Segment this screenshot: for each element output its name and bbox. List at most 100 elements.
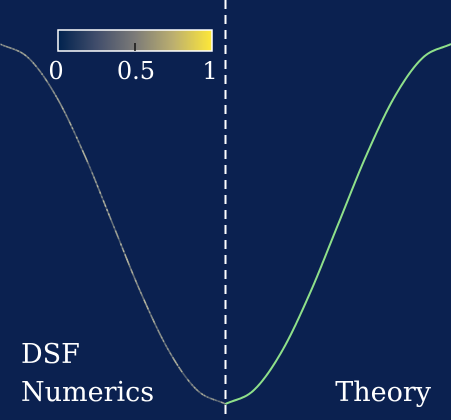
numerics-segment [23, 53, 26, 56]
numerics-segment [141, 295, 144, 299]
numerics-segment [43, 76, 46, 79]
numerics-segment [124, 253, 127, 257]
numerics-segment [189, 381, 192, 384]
numerics-segment [50, 87, 53, 90]
numerics-segment [108, 215, 111, 218]
numerics-segment [176, 363, 179, 366]
numerics-segment [96, 184, 99, 188]
numerics-segment [131, 271, 134, 274]
numerics-segment [146, 307, 150, 310]
numerics-segment [107, 212, 111, 216]
numerics-segment [192, 385, 195, 388]
numerics-segment [196, 389, 199, 392]
numerics-segment [59, 102, 62, 105]
numerics-segment [201, 393, 204, 396]
numerics-segment [70, 125, 73, 128]
numerics-segment [125, 256, 128, 259]
numerics-segment [179, 369, 182, 372]
numerics-segment [101, 197, 104, 201]
numerics-segment [28, 58, 31, 61]
numerics-segment [152, 320, 156, 323]
numerics-segment [168, 350, 171, 354]
numerics-series [0, 43, 226, 405]
numerics-segment [190, 382, 193, 385]
numerics-segment [27, 56, 30, 59]
numerics-segment [158, 332, 162, 336]
numerics-segment [112, 225, 116, 229]
numerics-segment [153, 322, 156, 325]
numerics-segment [187, 379, 190, 382]
numerics-segment [113, 227, 117, 231]
numerics-segment [142, 297, 145, 301]
numerics-segment [150, 314, 153, 318]
numerics-segment [133, 277, 137, 281]
numerics-segment [47, 82, 50, 85]
numerics-segment [91, 172, 94, 175]
numerics-segment [85, 159, 89, 163]
numerics-segment [92, 174, 95, 177]
numerics-segment [120, 245, 124, 249]
numerics-segment [144, 301, 147, 304]
numerics-segment [181, 371, 184, 374]
colorbar: 0 0.5 1 [48, 29, 218, 85]
numerics-segment [81, 149, 84, 153]
numerics-segment [22, 53, 25, 56]
numerics-segment [118, 238, 121, 242]
numerics-segment [72, 128, 75, 132]
numerics-segment [84, 155, 87, 159]
numerics-segment [97, 186, 100, 190]
numerics-segment [104, 204, 107, 208]
numerics-segment [182, 372, 185, 375]
numerics-segment [175, 362, 178, 365]
numerics-segment [117, 236, 120, 240]
numerics-segment [159, 334, 163, 338]
numerics-segment [134, 279, 137, 283]
numerics-segment [194, 387, 197, 390]
numerics-segment [34, 64, 37, 67]
numerics-segment [69, 123, 72, 126]
numerics-segment [129, 266, 132, 270]
numerics-segment [145, 305, 149, 308]
numerics-segment [40, 73, 44, 76]
numerics-segment [31, 61, 34, 64]
numerics-segment [198, 390, 200, 393]
theory-label: Theory [335, 377, 432, 408]
numerics-segment [62, 109, 65, 112]
numerics-segment [157, 329, 160, 332]
numerics-segment [144, 303, 148, 306]
numerics-segment [164, 344, 168, 348]
numerics-segment [116, 234, 119, 238]
numerics-segment [71, 126, 74, 130]
numerics-segment [54, 94, 58, 98]
numerics-segment [177, 365, 180, 368]
numerics-segment [197, 390, 200, 393]
numerics-segment [195, 388, 198, 391]
numerics-segment [110, 219, 113, 223]
numerics-segment [126, 260, 130, 264]
numerics-segment [21, 52, 23, 55]
numerics-segment [41, 74, 45, 77]
numerics-segment [119, 243, 123, 246]
numerics-segment [53, 91, 56, 95]
numerics-segment [140, 293, 143, 297]
numerics-segment [93, 178, 97, 182]
numerics-segment [151, 318, 155, 322]
numerics-segment [112, 223, 115, 227]
numerics-segment [79, 146, 83, 149]
numerics-segment [35, 66, 38, 69]
numerics-segment [198, 391, 201, 394]
numerics-segment [100, 195, 104, 199]
numerics-segment [37, 68, 40, 71]
numerics-segment [164, 343, 167, 346]
numerics-segment [95, 182, 98, 186]
numerics-segment [135, 281, 138, 285]
numerics-segment [170, 353, 173, 357]
numerics-segment [137, 285, 140, 289]
numerics-segment [38, 69, 41, 72]
numerics-segment [92, 176, 96, 180]
numerics-segment [132, 275, 136, 279]
numerics-segment [29, 59, 32, 62]
numerics-segment [68, 121, 71, 124]
numerics-segment [65, 114, 68, 117]
